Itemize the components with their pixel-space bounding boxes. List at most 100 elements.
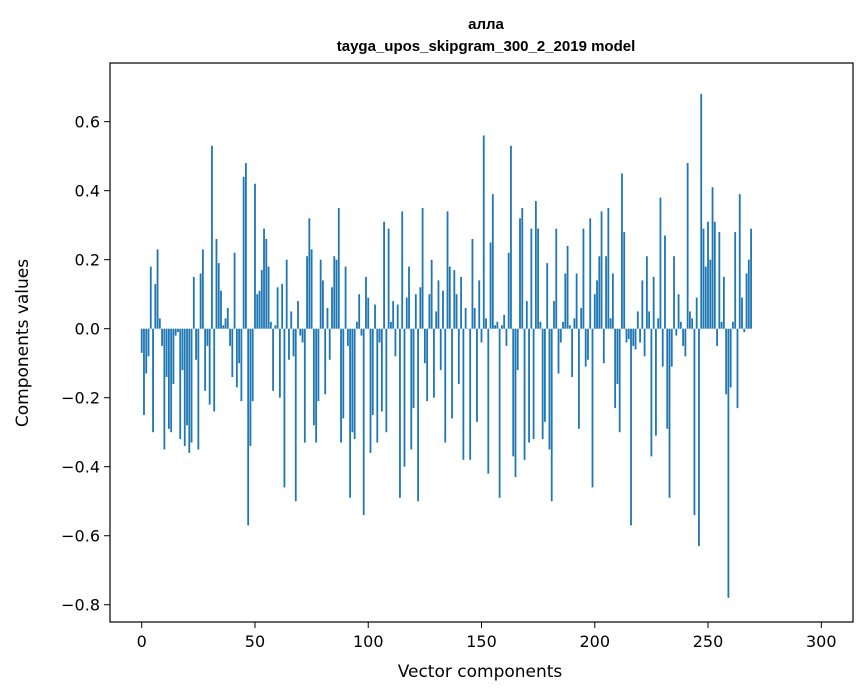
bar-50 bbox=[254, 183, 256, 329]
bar-248 bbox=[702, 228, 705, 329]
bar-96 bbox=[358, 294, 361, 329]
bar-10 bbox=[163, 328, 166, 450]
y-axis-label: Components values bbox=[13, 259, 33, 427]
bar-93 bbox=[351, 328, 354, 433]
bar-61 bbox=[278, 328, 281, 398]
bar-136 bbox=[448, 266, 451, 329]
bar-236 bbox=[675, 328, 678, 336]
bar-230 bbox=[661, 328, 664, 367]
bar-134 bbox=[444, 328, 447, 443]
bar-268 bbox=[747, 259, 750, 329]
bar-269 bbox=[750, 228, 752, 329]
bar-112 bbox=[394, 328, 397, 357]
bar-246 bbox=[698, 328, 700, 547]
bar-187 bbox=[564, 273, 567, 329]
bar-244 bbox=[693, 328, 696, 516]
bar-219 bbox=[636, 311, 639, 329]
bar-171 bbox=[528, 328, 530, 443]
bar-183 bbox=[555, 228, 558, 329]
bar-245 bbox=[695, 297, 698, 329]
bar-247 bbox=[700, 94, 703, 329]
bar-194 bbox=[580, 307, 583, 329]
y-tick-label: −0.8 bbox=[61, 596, 100, 615]
bar-137 bbox=[451, 328, 453, 419]
bar-267 bbox=[745, 273, 748, 329]
bar-119 bbox=[410, 328, 413, 450]
bar-83 bbox=[328, 328, 331, 360]
bar-15 bbox=[174, 328, 177, 336]
bar-139 bbox=[455, 294, 458, 329]
bar-243 bbox=[691, 318, 694, 329]
bar-57 bbox=[269, 321, 272, 329]
bar-212 bbox=[621, 173, 623, 329]
bar-225 bbox=[650, 328, 653, 457]
x-tick-label: 250 bbox=[693, 632, 724, 651]
bar-19 bbox=[183, 328, 186, 447]
bar-97 bbox=[360, 328, 363, 336]
bar-135 bbox=[446, 211, 449, 329]
bar-51 bbox=[256, 294, 259, 329]
bar-174 bbox=[534, 201, 537, 329]
bar-72 bbox=[303, 328, 306, 443]
bar-158 bbox=[498, 328, 501, 498]
bar-89 bbox=[342, 328, 345, 419]
chart-title-line2: tayga_upos_skipgram_300_2_2019 model bbox=[337, 38, 636, 55]
bar-193 bbox=[577, 328, 580, 429]
bar-192 bbox=[575, 273, 578, 329]
bar-69 bbox=[297, 301, 299, 329]
bar-221 bbox=[641, 280, 644, 329]
bar-238 bbox=[679, 321, 682, 329]
bar-111 bbox=[392, 301, 395, 329]
bar-164 bbox=[512, 328, 515, 457]
bar-160 bbox=[503, 314, 506, 329]
bar-39 bbox=[229, 328, 231, 346]
bar-264 bbox=[738, 194, 741, 329]
bar-200 bbox=[593, 294, 596, 329]
bar-148 bbox=[476, 328, 478, 422]
bar-94 bbox=[353, 328, 356, 440]
bar-147 bbox=[473, 307, 476, 329]
bar-179 bbox=[546, 263, 549, 329]
bar-258 bbox=[725, 328, 728, 395]
bar-90 bbox=[344, 266, 347, 329]
x-tick-label: 300 bbox=[806, 632, 837, 651]
y-axis-ticks: −0.8 −0.6 −0.4 −0.2 0.0 0.2 0.4 0.6 bbox=[61, 113, 110, 615]
bar-80 bbox=[322, 280, 324, 329]
bar-26 bbox=[199, 273, 202, 329]
bar-7 bbox=[156, 249, 159, 329]
bar-185 bbox=[559, 328, 562, 343]
y-tick-label: 0.6 bbox=[75, 113, 100, 132]
bar-259 bbox=[727, 328, 730, 598]
bar-27 bbox=[201, 249, 204, 329]
y-tick-label: 0.2 bbox=[75, 251, 100, 270]
bar-126 bbox=[426, 328, 429, 402]
bar-40 bbox=[231, 328, 234, 378]
bar-155 bbox=[491, 194, 494, 329]
bar-252 bbox=[711, 187, 714, 329]
bar-233 bbox=[668, 328, 671, 498]
bar-71 bbox=[301, 328, 304, 343]
bar-32 bbox=[213, 328, 216, 412]
x-axis-ticks: 0 50 100 150 200 250 300 bbox=[137, 622, 837, 651]
bar-3 bbox=[147, 328, 150, 357]
bar-206 bbox=[607, 207, 610, 329]
bar-25 bbox=[197, 328, 200, 450]
bar-188 bbox=[566, 245, 569, 329]
bar-127 bbox=[428, 294, 431, 329]
bar-64 bbox=[285, 259, 288, 329]
bar-191 bbox=[573, 318, 576, 329]
bar-124 bbox=[421, 207, 424, 329]
bar-55 bbox=[265, 238, 268, 329]
bar-131 bbox=[437, 280, 440, 329]
bar-91 bbox=[346, 328, 349, 346]
bar-153 bbox=[487, 328, 490, 474]
chart-title-line1: алла bbox=[468, 16, 504, 33]
bar-86 bbox=[335, 259, 338, 329]
bar-98 bbox=[362, 328, 365, 516]
bar-66 bbox=[290, 311, 293, 329]
bar-56 bbox=[267, 266, 270, 329]
bar-54 bbox=[263, 228, 265, 329]
bar-198 bbox=[589, 218, 592, 329]
bar-129 bbox=[433, 328, 435, 398]
